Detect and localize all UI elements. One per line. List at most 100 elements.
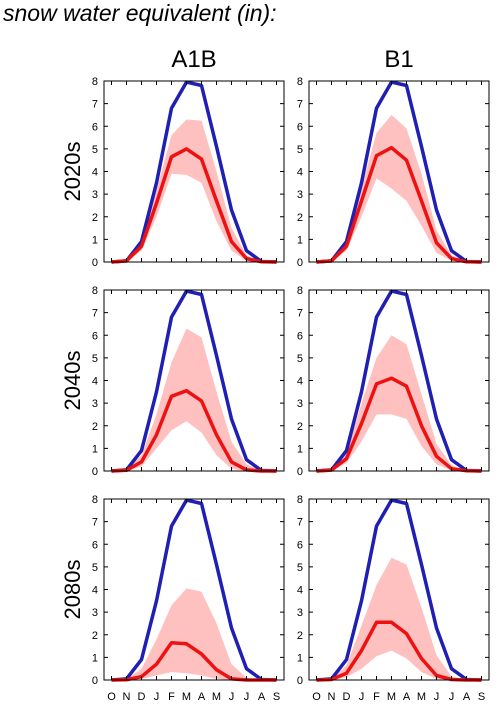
panel-B1-2040s-ytick-label: 6 [297,330,303,342]
panel-B1-2020s-ytick-label: 3 [297,189,303,201]
panel-A1B-2040s-range-band [111,328,277,471]
column-header-A1B: A1B [171,46,216,73]
panel-A1B-2080s-range-band [111,588,277,680]
panel-A1B-2020s-ytick-label: 7 [92,99,98,111]
panel-A1B-2080s-xtick-label: M [182,691,191,703]
panel-B1-2020s-ytick-label: 7 [297,99,303,111]
panel-B1-2020s-ytick-label: 0 [297,257,303,269]
panel-A1B-2080s-ytick-label: 3 [92,607,98,619]
panel-B1-2020s-ytick-label: 2 [297,212,303,224]
panel-B1-2080s-ytick-label: 4 [297,585,303,597]
panel-B1-2040s-historical-line [316,289,482,473]
panel-B1-2080s-ytick-label: 0 [297,675,303,687]
panel-B1-2080s-xtick-label: J [449,691,455,703]
panel-A1B-2080s-ytick-label: 1 [92,652,98,664]
panel-A1B-2020s-ytick-label: 3 [92,189,98,201]
panel-A1B-2020s-ytick-label: 5 [92,144,98,156]
panel-A1B-2080s-ytick-label: 6 [92,539,98,551]
panel-A1B-2080s-historical-line [111,498,277,682]
panel-B1-2080s-ytick-label: 7 [297,517,303,529]
panel-B1-2080s-range-band [316,557,482,680]
panel-B1-2020s-ytick-label: 5 [297,144,303,156]
panel-B1-2040s-ytick-label: 1 [297,443,303,455]
panel-A1B-2080s-xtick-label: A [258,691,266,703]
panel-B1-2080s-xtick-label: F [373,691,380,703]
panel-B1-2080s-ytick-label: 2 [297,630,303,642]
panel-B1-2080s-xtick-label: M [387,691,396,703]
panel-B1-2080s-xtick-label: A [463,691,471,703]
panel-A1B-2080s-ytick-label: 0 [92,675,98,687]
column-header-B1: B1 [384,46,413,73]
panel-A1B-2020s-ytick-label: 8 [92,76,98,88]
panel-B1-2040s-ytick-label: 2 [297,421,303,433]
panel-A1B-2040s-ytick-label: 2 [92,421,98,433]
panel-A1B-2080s-ytick-label: 5 [92,562,98,574]
panel-B1-2040s-ytick-label: 5 [297,353,303,365]
panel-A1B-2080s-ytick-label: 7 [92,517,98,529]
panel-A1B-2080s-xtick-label: O [107,691,116,703]
panel-B1-2020s-projected-line [316,145,482,264]
panel-B1-2040s-ytick-label: 8 [297,285,303,297]
panel-B1-2080s-xtick-label: N [328,691,336,703]
panel-A1B-2040s-ytick-label: 4 [92,376,98,388]
panel-A1B-2040s-ytick-label: 0 [92,466,98,478]
panel-B1-2080s-ytick-label: 6 [297,539,303,551]
panel-A1B-2020s-historical-line [111,80,277,264]
panel-B1-2080s-xtick-label: M [417,691,426,703]
panel-B1-2040s-ytick-label: 0 [297,466,303,478]
panel-A1B-2080s-ytick-label: 2 [92,630,98,642]
panel-A1B-2020s-ytick-label: 1 [92,234,98,246]
row-label-2040s: 2040s [60,351,85,411]
panel-B1-2080s-historical-line [316,498,482,682]
panel-A1B-2040s-ytick-label: 6 [92,330,98,342]
panel-A1B-2080s-ytick-label: 4 [92,585,98,597]
panel-A1B-2040s-ytick-label: 3 [92,398,98,410]
panel-A1B-2080s-xtick-label: M [212,691,221,703]
panel-B1-2080s-xtick-label: J [359,691,365,703]
panel-B1-2080s-xtick-label: S [478,691,485,703]
panel-A1B-2040s-historical-line [111,289,277,473]
panel-A1B-2040s-ytick-label: 5 [92,353,98,365]
panel-B1-2020s-ytick-label: 6 [297,121,303,133]
panel-A1B-2080s-xtick-label: S [273,691,280,703]
panel-A1B-2080s-xtick-label: A [198,691,206,703]
panel-B1-2040s-ytick-label: 4 [297,376,303,388]
panel-B1-2080s-ytick-label: 5 [297,562,303,574]
row-label-2020s: 2020s [60,142,85,202]
panel-A1B-2020s-ytick-label: 6 [92,121,98,133]
panel-A1B-2020s-ytick-label: 0 [92,257,98,269]
panel-A1B-2040s-ytick-label: 8 [92,285,98,297]
panel-B1-2080s-ytick-label: 3 [297,607,303,619]
panel-B1-2020s-range-band [316,114,482,263]
panel-B1-2020s-ytick-label: 8 [297,76,303,88]
figure-title: snow water equivalent (in): [3,0,277,26]
panel-A1B-2020s-ytick-label: 4 [92,167,98,179]
panel-A1B-2040s-ytick-label: 1 [92,443,98,455]
panel-B1-2080s-ytick-label: 1 [297,652,303,664]
panel-A1B-2020s-projected-line [111,147,277,264]
row-label-2080s: 2080s [60,560,85,620]
panel-A1B-2020s-ytick-label: 2 [92,212,98,224]
panel-A1B-2040s-projected-line [111,388,277,473]
panel-B1-2020s-ytick-label: 1 [297,234,303,246]
panel-B1-2080s-xtick-label: J [434,691,440,703]
panel-A1B-2080s-xtick-label: D [138,691,146,703]
panel-B1-2040s-range-band [316,335,482,471]
panel-B1-2080s-xtick-label: A [403,691,411,703]
panel-B1-2080s-xtick-label: D [343,691,351,703]
panel-A1B-2020s-range-band [111,119,277,262]
panel-A1B-2080s-xtick-label: J [244,691,250,703]
panel-A1B-2080s-xtick-label: N [123,691,131,703]
panel-B1-2020s-historical-line [316,80,482,264]
panel-A1B-2080s-xtick-label: J [154,691,160,703]
panel-A1B-2080s-xtick-label: J [229,691,235,703]
panel-B1-2020s-ytick-label: 4 [297,167,303,179]
panel-A1B-2040s-ytick-label: 7 [92,308,98,320]
panel-A1B-2080s-xtick-label: F [168,691,175,703]
panel-B1-2080s-ytick-label: 8 [297,494,303,506]
panel-B1-2040s-projected-line [316,376,482,473]
panel-B1-2080s-xtick-label: O [312,691,321,703]
panel-B1-2040s-ytick-label: 3 [297,398,303,410]
panel-A1B-2080s-ytick-label: 8 [92,494,98,506]
